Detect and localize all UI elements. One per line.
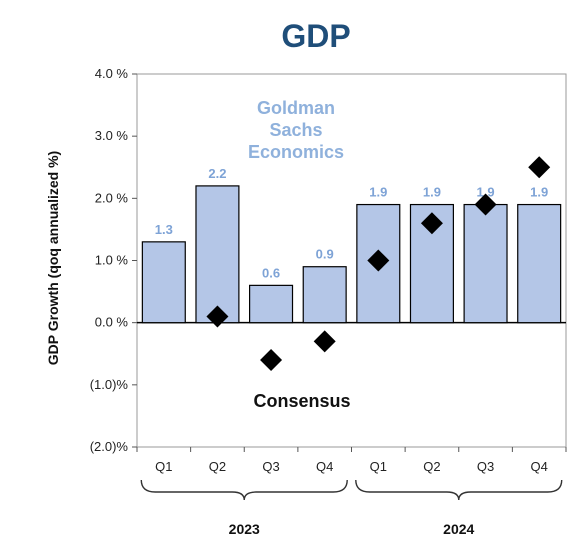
x-tick-label: Q3 bbox=[477, 459, 494, 474]
chart-title: GDP bbox=[281, 18, 350, 54]
annotation-goldman: Goldman bbox=[257, 98, 335, 118]
bar bbox=[195, 185, 240, 324]
bar-series bbox=[141, 185, 562, 324]
consensus-series bbox=[206, 156, 551, 371]
bar-data-label: 1.9 bbox=[477, 185, 495, 200]
annotation-economics: Economics bbox=[248, 142, 344, 162]
x-tick-label: Q3 bbox=[262, 459, 279, 474]
consensus-marker bbox=[528, 156, 551, 179]
y-tick-label: 4.0 % bbox=[95, 66, 129, 81]
bar-data-label: 2.2 bbox=[208, 166, 226, 181]
bar-data-labels: 1.3 2.2 0.6 0.9 1.9 1.9 1.9 1.9 bbox=[155, 166, 548, 280]
bar bbox=[141, 241, 186, 324]
y-tick-label: 3.0 % bbox=[95, 128, 129, 143]
bar-data-label: 1.3 bbox=[155, 222, 173, 237]
y-tick-label: 1.0 % bbox=[95, 253, 129, 268]
x-tick-label: Q4 bbox=[316, 459, 333, 474]
bar bbox=[249, 284, 294, 324]
consensus-marker bbox=[206, 305, 229, 328]
consensus-marker bbox=[474, 193, 497, 216]
bar-data-label: 0.6 bbox=[262, 265, 280, 280]
y-tick-label: (1.0)% bbox=[90, 377, 129, 392]
bar-data-label: 1.9 bbox=[530, 185, 548, 200]
annotation-sachs: Sachs bbox=[269, 120, 322, 140]
x-tick-label: Q2 bbox=[209, 459, 226, 474]
x-tick-label: Q2 bbox=[423, 459, 440, 474]
y-axis-ticks: 4.0 % 3.0 % 2.0 % 1.0 % 0.0 % (1.0)% (2.0)% bbox=[90, 66, 137, 454]
bar-data-label: 1.9 bbox=[423, 185, 441, 200]
bar-data-label: 1.9 bbox=[369, 185, 387, 200]
year-label: 2023 bbox=[229, 521, 260, 537]
y-tick-label: (2.0)% bbox=[90, 439, 129, 454]
bar bbox=[463, 203, 508, 324]
annotation-consensus: Consensus bbox=[253, 391, 350, 411]
year-brace bbox=[355, 479, 563, 501]
x-tick-label: Q1 bbox=[370, 459, 387, 474]
bar-data-label: 0.9 bbox=[316, 247, 334, 262]
consensus-marker bbox=[313, 330, 336, 353]
year-groups: 2023 2024 bbox=[140, 479, 563, 537]
consensus-marker bbox=[367, 249, 390, 272]
year-brace bbox=[140, 479, 348, 501]
consensus-marker bbox=[420, 212, 443, 235]
y-axis-label: GDP Growth (qoq annualized %) bbox=[45, 151, 61, 365]
consensus-marker bbox=[260, 348, 283, 371]
x-tick-label: Q1 bbox=[155, 459, 172, 474]
y-tick-label: 0.0 % bbox=[95, 315, 129, 330]
x-axis-ticks: Q1 Q2 Q3 Q4 Q1 Q2 Q3 Q4 bbox=[136, 447, 567, 474]
x-tick-label: Q4 bbox=[531, 459, 548, 474]
goldman-sachs-annotation: Goldman Sachs Economics bbox=[248, 98, 344, 162]
bar bbox=[517, 203, 562, 324]
y-tick-label: 2.0 % bbox=[95, 190, 129, 205]
bar bbox=[302, 266, 347, 324]
year-label: 2024 bbox=[443, 521, 474, 537]
